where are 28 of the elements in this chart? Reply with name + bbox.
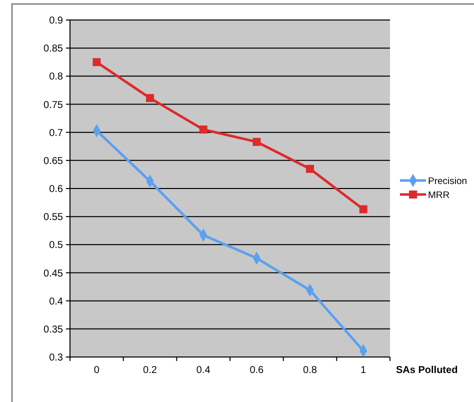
point [146, 94, 154, 102]
y-tick-label: 0.3 [49, 352, 64, 364]
x-axis-title: SAs Polluted [396, 365, 458, 376]
y-tick-label: 0.65 [44, 156, 64, 167]
x-tick-label: 0.8 [303, 365, 318, 376]
point [306, 164, 314, 173]
y-tick-label: 0.4 [49, 296, 64, 308]
y-tick-label: 0.5 [49, 240, 64, 252]
legend-label: MRR [428, 190, 450, 201]
y-tick-label: 0.35 [44, 324, 64, 336]
y-tick-label: 0.9 [49, 16, 64, 26]
x-tick-label: 0 [94, 365, 100, 376]
y-tick-label: 0.8 [49, 72, 64, 83]
x-tick-label: 1 [360, 365, 367, 376]
point [199, 126, 208, 134]
x-tick-label: 0.6 [250, 365, 264, 376]
point [359, 205, 368, 214]
y-tick-label: 0.55 [44, 212, 64, 224]
legend-label: Precision [428, 176, 468, 187]
y-tick-label: 0.75 [44, 100, 64, 111]
y-tick-label: 0.85 [44, 44, 64, 55]
point [252, 138, 261, 146]
point [92, 58, 101, 66]
x-tick-label: 0.4 [196, 365, 211, 376]
y-tick-label: 0.45 [44, 268, 64, 280]
y-tick-label: 0.6 [49, 184, 64, 195]
y-tick-label: 0.7 [49, 128, 64, 139]
x-tick-label: 0.2 [143, 365, 158, 376]
